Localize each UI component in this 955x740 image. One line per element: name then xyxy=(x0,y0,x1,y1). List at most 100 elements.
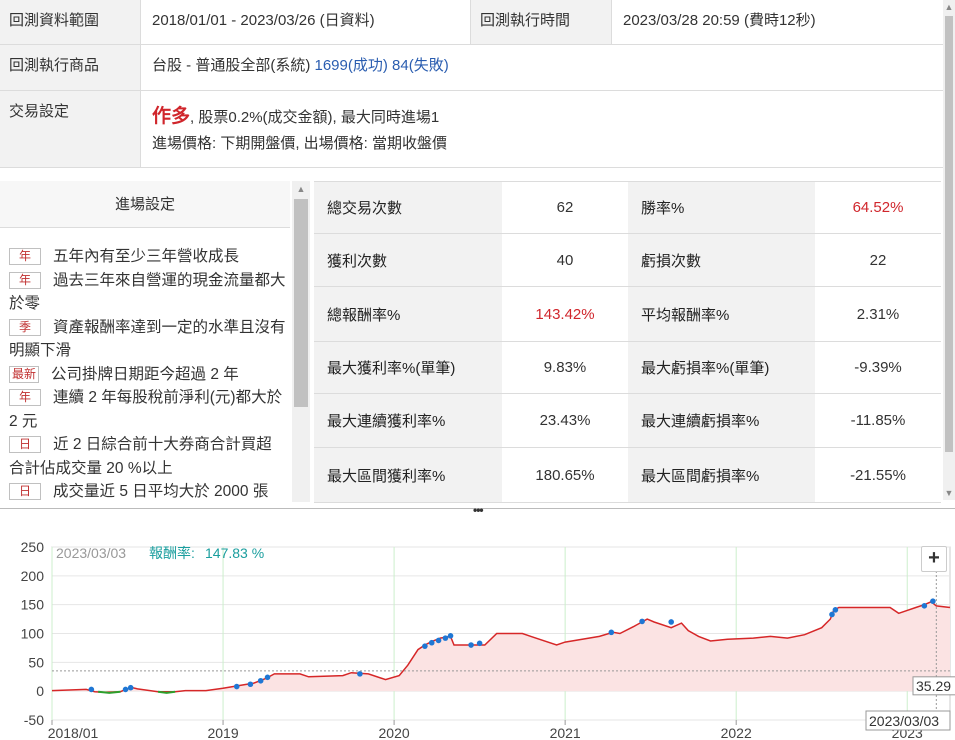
trade-marker xyxy=(829,611,835,618)
stat-label: 虧損次數 xyxy=(628,234,815,286)
y-tick-label: 200 xyxy=(21,568,45,584)
condition-text: 過去三年來自營運的現金流量都大於零 xyxy=(9,271,286,313)
entry-condition-item: 最新 公司掛牌日期距今超過 2 年 xyxy=(9,363,287,387)
stats-row: 總報酬率% 143.42% 平均報酬率% 2.31% xyxy=(314,287,941,342)
trade-marker xyxy=(639,618,645,625)
scroll-down-icon[interactable]: ▼ xyxy=(944,488,954,498)
stats-row: 最大區間獲利率% 180.65% 最大區間虧損率% -21.55% xyxy=(314,448,941,503)
crosshair-value-label: 35.29 xyxy=(916,678,951,694)
y-tick-label: -50 xyxy=(24,712,44,728)
condition-text: 連續 2 年每股稅前淨利(元)都大於 2 元 xyxy=(9,389,283,430)
x-tick-label: 2021 xyxy=(550,725,581,740)
entry-scroll-up-icon[interactable]: ▲ xyxy=(296,184,306,194)
splitter-handle-icon[interactable]: ••• xyxy=(473,503,484,517)
entry-scrollbar-thumb[interactable] xyxy=(294,199,308,407)
x-tick-label: 2018/01 xyxy=(48,725,99,740)
stat-label: 平均報酬率% xyxy=(628,287,815,341)
x-tick-label: 2019 xyxy=(207,725,238,740)
condition-frequency-tag: 日 xyxy=(9,436,42,453)
zoom-in-button[interactable]: + xyxy=(921,546,947,572)
page-scrollbar-thumb[interactable] xyxy=(945,16,953,452)
negative-return-segment xyxy=(157,690,176,694)
tooltip-date: 2023/03/03 xyxy=(56,545,126,561)
y-tick-label: 150 xyxy=(21,597,45,613)
trade-marker xyxy=(264,674,271,681)
stat-label: 最大獲利率%(單筆) xyxy=(314,342,502,393)
stat-value: 180.65% xyxy=(535,466,595,484)
info-row-trade: 交易設定 作多, 股票0.2%(成交金額), 最大同時進場1 進場價格: 下期開… xyxy=(0,91,943,168)
entry-condition-item: 年連續 2 年每股稅前淨利(元)都大於 2 元 xyxy=(9,386,287,433)
stat-label: 總交易次數 xyxy=(314,182,502,233)
product-fail-count[interactable]: 84(失敗) xyxy=(392,57,449,74)
stat-value: -11.85% xyxy=(850,412,906,429)
product-success-count[interactable]: 1699(成功) xyxy=(314,57,388,74)
trade-marker xyxy=(608,629,615,636)
product-label: 回測執行商品 xyxy=(0,45,141,90)
trade-marker xyxy=(930,598,936,605)
trade-label: 交易設定 xyxy=(0,91,141,167)
entry-condition-item: 日成交量近 5 日平均大於 2000 張 xyxy=(9,480,287,502)
y-tick-label: 0 xyxy=(36,683,44,699)
stat-label: 最大區間虧損率% xyxy=(628,448,815,502)
stats-row: 最大連續獲利率% 23.43% 最大連續虧損率% -11.85% xyxy=(314,394,941,448)
entry-settings-title: 進場設定 xyxy=(0,181,290,228)
trade-marker xyxy=(257,677,264,684)
trade-detail: , 股票0.2%(成交金額), 最大同時進場1 xyxy=(190,109,440,126)
scroll-up-icon[interactable]: ▲ xyxy=(944,2,954,12)
entry-condition-item: 日近 2 日綜合前十大券商合計買超合計佔成交量 20 %以上 xyxy=(9,433,287,480)
trade-marker xyxy=(447,633,454,639)
y-tick-label: 250 xyxy=(21,539,45,555)
backtest-info-table: 回測資料範圍 2018/01/01 - 2023/03/26 (日資料) 回測執… xyxy=(0,0,943,168)
crosshair-date-label: 2023/03/03 xyxy=(869,713,939,729)
trade-marker xyxy=(88,686,95,693)
product-value: 台股 - 普通股全部(系統) 1699(成功) 84(失敗) xyxy=(141,45,449,90)
stat-value: 9.83% xyxy=(543,359,587,376)
trade-marker xyxy=(122,686,129,693)
stat-value: -21.55% xyxy=(850,466,906,484)
panel-splitter[interactable]: ••• xyxy=(0,503,955,517)
trade-marker xyxy=(247,681,254,688)
stat-label: 最大虧損率%(單筆) xyxy=(628,342,815,393)
return-chart[interactable]: 250 200 150 100 50 0 -50 2018/01 2019 2020 2021 202… xyxy=(0,530,955,740)
trade-marker xyxy=(357,671,363,677)
trade-marker xyxy=(921,603,928,609)
entry-conditions-list: 年五年內有至少三年營收成長年過去三年來自營運的現金流量都大於零季資產報酬率達到一… xyxy=(9,245,287,502)
crosshair-date-box xyxy=(865,710,951,731)
trade-marker xyxy=(233,683,240,690)
condition-text: 資產報酬率達到一定的水準且沒有明顯下滑 xyxy=(9,318,286,360)
entry-settings-panel: 進場設定 年五年內有至少三年營收成長年過去三年來自營運的現金流量都大於零季資產報… xyxy=(0,181,312,502)
condition-frequency-tag: 季 xyxy=(9,318,42,336)
entry-scrollbar[interactable]: ▲ xyxy=(292,181,310,502)
stat-label: 獲利次數 xyxy=(314,234,502,286)
trade-marker xyxy=(468,642,474,648)
tooltip-value: 147.83 % xyxy=(205,545,264,561)
negative-return-segment xyxy=(98,690,121,694)
stat-label: 最大連續獲利率% xyxy=(314,394,502,447)
condition-text: 近 2 日綜合前十大券商合計買超合計佔成交量 20 %以上 xyxy=(9,436,272,477)
stats-row: 獲利次數 40 虧損次數 22 xyxy=(314,234,941,287)
stat-value: 23.43% xyxy=(539,412,591,429)
return-line xyxy=(51,600,951,694)
stats-row: 總交易次數 62 勝率% 64.52% xyxy=(314,182,941,234)
y-tick-label: 50 xyxy=(28,654,44,670)
return-chart-svg: 250 200 150 100 50 0 -50 2018/01 2019 2020 2021 202… xyxy=(21,539,955,740)
trade-marker xyxy=(668,619,674,625)
trade-direction: 作多 xyxy=(152,106,191,127)
range-value: 2018/01/01 - 2023/03/26 (日資料) xyxy=(141,0,471,44)
condition-frequency-tag: 年 xyxy=(9,248,42,265)
stat-value: 2.31% xyxy=(856,305,900,323)
trade-price: 進場價格: 下期開盤價, 出場價格: 當期收盤價 xyxy=(152,135,448,152)
crosshair-value-box xyxy=(912,676,955,696)
x-tick-label: 2022 xyxy=(721,725,752,740)
trade-marker xyxy=(476,640,483,647)
y-tick-label: 100 xyxy=(21,626,45,642)
page-scrollbar[interactable]: ▲ ▼ xyxy=(943,0,955,500)
trade-marker xyxy=(422,643,428,649)
trade-marker xyxy=(435,637,442,644)
stat-value: 62 xyxy=(556,199,574,216)
info-row-range: 回測資料範圍 2018/01/01 - 2023/03/26 (日資料) 回測執… xyxy=(0,0,943,45)
trade-marker xyxy=(127,684,134,691)
stat-label: 最大區間獲利率% xyxy=(314,448,502,502)
stat-value: 40 xyxy=(556,251,574,269)
tooltip-label: 報酬率: xyxy=(149,545,195,561)
